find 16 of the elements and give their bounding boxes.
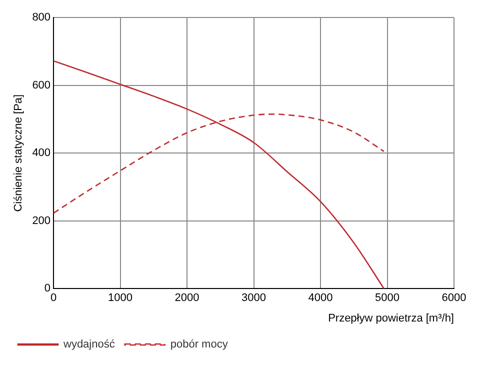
x-tick-label: 2000 [174, 292, 200, 304]
x-tick-label: 5000 [375, 292, 400, 304]
legend-label: pobór mocy [170, 338, 228, 351]
y-tick-label: 200 [32, 214, 51, 227]
x-tick-label: 6000 [442, 292, 466, 304]
y-tick-label: 0 [44, 282, 51, 295]
line-series [54, 60, 385, 289]
y-tick-label: 400 [32, 147, 51, 160]
y-tick-label: 600 [32, 79, 51, 92]
y-tick-label: 800 [32, 12, 51, 24]
x-tick-label: 4000 [308, 292, 333, 304]
y-axis-title: Ciśnienie statyczne [Pa] [12, 94, 25, 212]
x-tick-label: 1000 [108, 292, 133, 304]
legend-label: wydajność [62, 338, 116, 351]
x-tick-label: 3000 [242, 292, 266, 304]
x-axis-title: Przepływ powietrza [m³/h] [328, 312, 454, 324]
